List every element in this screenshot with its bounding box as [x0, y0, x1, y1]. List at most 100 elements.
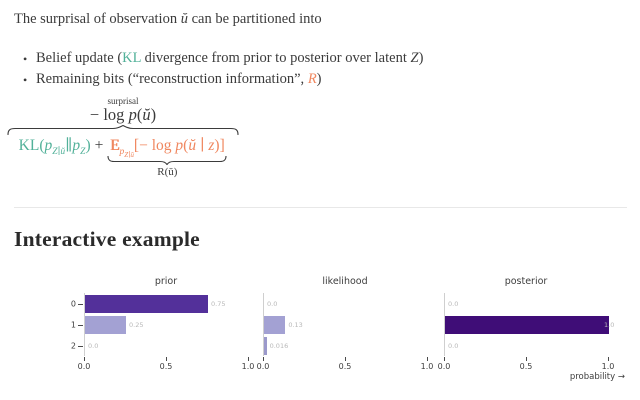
x-tick-mark: [345, 357, 346, 361]
bar-prior-0[interactable]: [85, 294, 208, 313]
x-tick-label: 0.0: [437, 362, 451, 371]
x-tick-mark: [526, 357, 527, 361]
bar-row: 0 0.75: [71, 293, 248, 314]
z-variable: Z: [410, 50, 419, 66]
x-axis-label: probability →: [569, 372, 625, 382]
recon-z: z: [208, 137, 215, 154]
p-symbol: p: [128, 105, 137, 124]
bar-prior-1[interactable]: [85, 315, 126, 334]
kl-term[interactable]: KL(pZ∣ŭ∥pZ): [19, 136, 91, 156]
kl-close: ): [85, 137, 91, 154]
section-heading: Interactive example: [14, 227, 200, 251]
bar-row: 1.0: [445, 314, 614, 335]
bar-likelihood-1[interactable]: [264, 315, 286, 334]
value-label: 0.75: [211, 299, 226, 308]
x-axis: 0.0 0.5 1.0: [257, 356, 433, 372]
intro-text-after: can be partitioned into: [187, 11, 322, 27]
recon-minus-log: − log: [139, 137, 176, 154]
y-tick-label: 0: [70, 299, 76, 308]
value-label: 0.0: [448, 341, 459, 350]
blackboard-E: E: [109, 137, 120, 154]
paren-open: (: [136, 105, 143, 124]
kl-name: KL: [18, 137, 40, 154]
y-tick-label: 2: [70, 341, 76, 350]
x-tick-mark: [166, 357, 167, 361]
bullet-belief-update: Belief update (KL divergence from prior …: [23, 48, 424, 70]
chart-posterior[interactable]: posterior 0.0 1.0 0.0 0.0 0.5 1.0 probability →: [438, 276, 625, 382]
minus-log: − log: [89, 105, 129, 124]
bullet1-post: ): [418, 50, 424, 66]
kl-sub1: Z∣ŭ: [52, 146, 66, 158]
x-tick-label: 1.0: [420, 362, 434, 371]
u-variable: ŭ: [180, 11, 188, 27]
chart-title: prior: [154, 276, 178, 287]
chart-title: likelihood: [322, 276, 368, 287]
underbrace: [107, 156, 227, 165]
overbrace: [7, 125, 239, 135]
value-label: 0.25: [129, 320, 144, 329]
recon-paren-open: (: [183, 137, 189, 154]
value-label: 1.0: [604, 320, 615, 329]
bar-row: 0.0: [445, 293, 608, 314]
expectation-term[interactable]: EpZ∣ŭ[− log p(ŭ ∣ z)]: [109, 136, 225, 160]
x-tick-mark: [427, 357, 428, 361]
recon-u: ŭ: [188, 137, 197, 154]
u-breve-symbol: ŭ: [142, 105, 151, 124]
bar-row: 1 0.25: [71, 314, 248, 335]
plot-area: 0.0 1.0 0.0: [444, 293, 614, 356]
section-divider: [14, 207, 627, 208]
bullet1-pre: Belief update (: [36, 50, 123, 66]
value-label: 0.13: [288, 320, 303, 329]
bullet1-mid: divergence from prior to posterior over …: [140, 50, 411, 66]
bar-posterior-1[interactable]: [445, 315, 609, 334]
bullet2-post: ): [316, 71, 322, 87]
value-label: 0.0: [88, 341, 99, 350]
reconstruction-term-group: EpZ∣ŭ[− log p(ŭ ∣ z)] R(ŭ): [107, 136, 227, 178]
formula-main-line: KL(pZ∣ŭ∥pZ) + EpZ∣ŭ[− log p(ŭ ∣ z)] R(ŭ): [7, 136, 239, 178]
chart-prior[interactable]: prior 0 0.75 1 0.25 2 0.0 0.0 0.5 1.0: [71, 276, 254, 372]
x-tick-label: 0.5: [519, 362, 533, 371]
chart-likelihood[interactable]: likelihood 0.0 0.13 0.016 0.0 0.5 1.0: [257, 276, 434, 372]
e-sub-p: p: [119, 146, 125, 158]
surprisal-brace-label: surprisal: [107, 96, 139, 106]
bracket-close: ]: [219, 137, 225, 154]
bar-row: 2 0.0: [71, 335, 248, 356]
x-axis: 0.0 0.5 1.0: [78, 356, 254, 372]
value-label: 0.016: [269, 341, 289, 350]
kl-term-link[interactable]: KL: [122, 50, 141, 66]
conditional-bar: ∣: [196, 137, 209, 154]
x-tick-label: 0.5: [338, 362, 352, 371]
plot-area: 0 0.75 1 0.25 2 0.0: [71, 293, 248, 356]
bar-row: 0.13: [264, 314, 427, 335]
x-tick-label: 0.0: [256, 362, 270, 371]
r-term-link[interactable]: R: [307, 71, 317, 87]
value-label: 0.0: [267, 299, 278, 308]
x-tick-mark: [248, 357, 249, 361]
x-tick-label: 1.0: [601, 362, 615, 371]
y-tick-label: 1: [70, 320, 76, 329]
x-tick-mark: [84, 357, 85, 361]
plus-sign: +: [94, 137, 104, 154]
intro-text-before: The surprisal of observation: [14, 11, 181, 27]
bullet-remaining-bits: Remaining bits (“reconstruction informat…: [23, 69, 423, 91]
bar-likelihood-2[interactable]: [264, 336, 267, 355]
r-brace-label: R(ŭ): [157, 166, 178, 178]
x-tick-label: 0.5: [159, 362, 173, 371]
kl-sub2: Z: [80, 146, 86, 158]
recon-p: p: [175, 137, 184, 154]
parallel-bars: ∥: [65, 137, 73, 154]
e-sub-sub: Z∣ŭ: [124, 151, 134, 160]
kl-p1: p: [44, 137, 53, 154]
bracket-open: [: [133, 137, 140, 154]
x-axis: 0.0 0.5 1.0: [438, 356, 614, 372]
y-tick-mark: [78, 303, 83, 305]
y-tick-mark: [78, 345, 83, 347]
paren-close: ): [150, 105, 157, 124]
neg-log-p-expression: − log p(ŭ): [7, 106, 239, 124]
x-tick-mark: [608, 357, 609, 361]
x-tick-mark: [263, 357, 264, 361]
recon-paren-close: ): [214, 137, 220, 154]
chart-title: posterior: [504, 276, 548, 287]
x-tick-label: 0.0: [77, 362, 91, 371]
